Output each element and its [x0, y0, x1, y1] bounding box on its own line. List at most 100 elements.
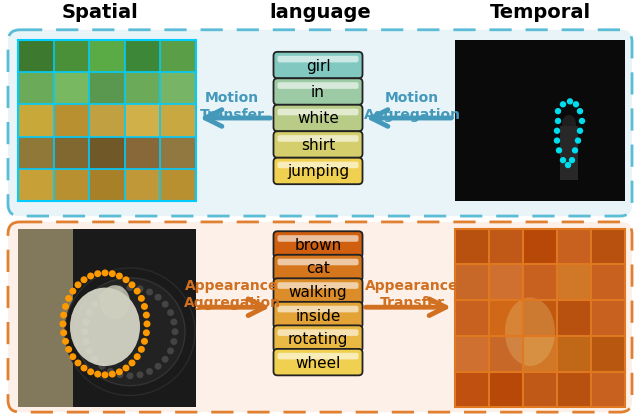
FancyBboxPatch shape [278, 109, 358, 115]
Bar [591, 265, 625, 300]
Circle shape [167, 309, 174, 316]
FancyBboxPatch shape [273, 231, 362, 258]
FancyBboxPatch shape [273, 78, 362, 105]
Circle shape [63, 339, 68, 344]
FancyBboxPatch shape [278, 135, 358, 142]
Circle shape [107, 288, 114, 296]
Bar [18, 137, 54, 169]
FancyBboxPatch shape [273, 278, 362, 305]
Circle shape [561, 102, 566, 107]
Bar [125, 137, 161, 169]
Circle shape [134, 354, 140, 359]
FancyBboxPatch shape [273, 349, 362, 375]
Circle shape [66, 296, 72, 301]
Bar [455, 372, 489, 407]
Bar [455, 265, 489, 300]
FancyBboxPatch shape [278, 353, 358, 359]
Circle shape [554, 128, 559, 133]
Bar [18, 169, 54, 201]
Bar [54, 137, 89, 169]
Circle shape [561, 158, 566, 163]
Bar [591, 229, 625, 265]
FancyBboxPatch shape [278, 162, 358, 168]
Circle shape [63, 304, 68, 309]
Circle shape [60, 321, 66, 326]
Bar [489, 300, 523, 336]
Circle shape [146, 368, 153, 375]
Circle shape [99, 363, 106, 370]
Circle shape [579, 119, 584, 123]
Circle shape [170, 319, 177, 325]
FancyBboxPatch shape [273, 325, 362, 352]
Text: Appearance
Transfer: Appearance Transfer [365, 279, 459, 310]
Circle shape [83, 338, 90, 345]
FancyBboxPatch shape [273, 302, 362, 328]
Circle shape [129, 360, 135, 366]
FancyBboxPatch shape [273, 105, 362, 131]
Bar [557, 229, 591, 265]
Bar [18, 72, 54, 104]
Ellipse shape [505, 298, 555, 366]
Bar [523, 265, 557, 300]
Ellipse shape [562, 115, 576, 133]
Bar [455, 300, 489, 336]
Text: language: language [269, 3, 371, 22]
FancyBboxPatch shape [278, 82, 358, 89]
Bar [455, 40, 625, 201]
Circle shape [143, 330, 149, 336]
Bar [54, 169, 89, 201]
Bar [89, 104, 125, 137]
Bar [557, 336, 591, 372]
Bar [89, 72, 125, 104]
Bar [523, 300, 557, 336]
Circle shape [127, 372, 134, 379]
Bar [557, 300, 591, 336]
Circle shape [70, 288, 76, 294]
Text: rotating: rotating [288, 332, 348, 347]
Text: white: white [297, 112, 339, 127]
Circle shape [86, 309, 93, 316]
Bar [489, 265, 523, 300]
Bar [489, 229, 523, 265]
Circle shape [129, 282, 135, 288]
Bar [455, 336, 489, 372]
Circle shape [116, 285, 124, 292]
Circle shape [95, 271, 100, 276]
Circle shape [92, 301, 99, 308]
Bar [557, 372, 591, 407]
Bar [161, 169, 196, 201]
Text: Temporal: Temporal [490, 3, 591, 22]
Bar [489, 336, 523, 372]
Bar [523, 229, 557, 265]
Bar [54, 104, 89, 137]
Circle shape [102, 270, 108, 275]
Circle shape [116, 369, 122, 375]
Circle shape [556, 109, 561, 114]
Circle shape [76, 282, 81, 288]
Bar [523, 336, 557, 372]
Circle shape [83, 319, 90, 325]
Bar [125, 40, 161, 72]
Circle shape [172, 328, 179, 335]
Circle shape [136, 285, 143, 292]
Ellipse shape [70, 288, 140, 366]
Circle shape [88, 273, 93, 279]
Text: girl: girl [306, 59, 330, 74]
Circle shape [162, 301, 169, 308]
Circle shape [102, 372, 108, 377]
Text: Spatial: Spatial [61, 3, 138, 22]
Bar [161, 104, 196, 137]
Circle shape [109, 371, 115, 377]
Bar [455, 229, 489, 265]
Circle shape [570, 158, 575, 163]
Circle shape [75, 278, 185, 386]
Circle shape [154, 363, 161, 370]
Circle shape [170, 338, 177, 345]
Circle shape [575, 138, 580, 143]
Circle shape [577, 128, 582, 133]
Circle shape [76, 360, 81, 366]
Bar [125, 72, 161, 104]
Bar [125, 104, 161, 137]
Bar [560, 126, 578, 180]
Circle shape [61, 312, 67, 318]
